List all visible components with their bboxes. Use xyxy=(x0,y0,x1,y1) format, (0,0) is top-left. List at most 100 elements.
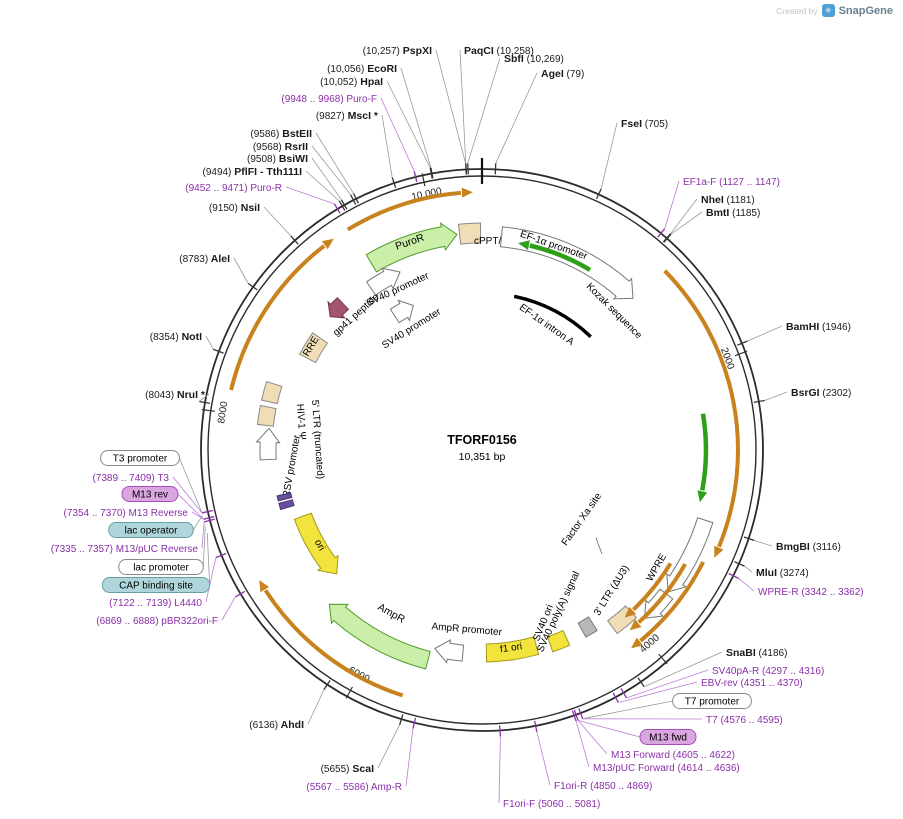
svg-text:(9452 .. 9471) Puro-R: (9452 .. 9471) Puro-R xyxy=(185,183,282,194)
svg-text:SV40pA-R (4297 .. 4316): SV40pA-R (4297 .. 4316) xyxy=(712,666,824,677)
site-m13-puc-reverse[interactable]: (7335 .. 7357) M13/pUC Reverse xyxy=(51,518,215,555)
site-amp-r[interactable]: (5567 .. 5586) Amp-R xyxy=(306,717,417,793)
site-ahdi[interactable]: (6136) AhdI xyxy=(249,680,331,731)
site-ef1a-f[interactable]: EF1a-F (1127 .. 1147) xyxy=(657,177,780,238)
site-l4440[interactable]: (7122 .. 7139) L4440 xyxy=(109,552,227,609)
feature-arc-cds-right-green[interactable] xyxy=(697,413,709,503)
feature-puror[interactable]: PuroR xyxy=(365,222,458,273)
feature-ori[interactable]: ori xyxy=(293,512,339,575)
site-wpre-r[interactable]: WPRE-R (3342 .. 3362) xyxy=(728,572,864,598)
site-bsrgi[interactable]: BsrGI (2302) xyxy=(753,387,851,404)
boxed-label-t7-promoter[interactable]: T7 promoter xyxy=(582,693,752,720)
site-fsei[interactable]: FseI (705) xyxy=(595,118,669,200)
svg-text:SbfI (10,269): SbfI (10,269) xyxy=(504,53,564,65)
feature-factor-xa-site[interactable]: Factor Xa site xyxy=(560,491,605,555)
feature-arc-cds-top-green[interactable] xyxy=(518,240,592,272)
boxed-label-lac-promoter[interactable]: lac promoter xyxy=(118,526,206,575)
feature-f1-ori[interactable]: f1 ori xyxy=(485,636,540,663)
site-ecori[interactable]: (10,056) EcoRI xyxy=(327,63,434,179)
feature-arc-orf-right[interactable] xyxy=(663,269,740,558)
feature-hiv-1[interactable]: HIV-1 Ψ xyxy=(261,380,308,441)
site-nrui[interactable]: (8043) NruI * xyxy=(145,389,211,404)
feature-arc-orf-lower-right-3[interactable] xyxy=(624,562,673,618)
svg-text:cPPT/CTS: cPPT/CTS xyxy=(474,236,522,247)
site-f1ori-f[interactable]: F1ori-F (5060 .. 5081) xyxy=(498,725,600,810)
svg-text:F1ori-R (4850 .. 4869): F1ori-R (4850 .. 4869) xyxy=(554,781,652,792)
svg-text:f1 ori: f1 ori xyxy=(499,641,523,655)
site-bsiwi[interactable]: (9508) BsiWI xyxy=(247,153,348,210)
svg-text:EF-1α intron A: EF-1α intron A xyxy=(517,302,576,348)
site-bmti[interactable]: BmtI (1185) xyxy=(663,207,760,243)
site-hpai[interactable]: (10,052) HpaI xyxy=(320,76,433,179)
site-bamhi[interactable]: BamHI (1946) xyxy=(737,321,851,346)
feature-ampr[interactable]: AmpR xyxy=(328,601,431,670)
svg-text:AmpR promoter: AmpR promoter xyxy=(431,621,503,638)
feature-arc-orf-top[interactable] xyxy=(346,187,473,232)
feature-cppt-cts[interactable]: cPPT/CTS xyxy=(457,222,522,247)
svg-text:(9948 .. 9968) Puro-F: (9948 .. 9968) Puro-F xyxy=(281,94,377,105)
site-snabi[interactable]: SnaBI (4186) xyxy=(637,647,787,688)
site-scai[interactable]: (5655) ScaI xyxy=(321,714,404,775)
svg-text:AmpR: AmpR xyxy=(376,601,408,626)
feature-arc-ef1a-intron-a-arc[interactable] xyxy=(513,294,592,338)
boxed-label-m13-rev[interactable]: M13 rev xyxy=(121,486,204,520)
feature-block[interactable] xyxy=(276,492,293,502)
site-msci[interactable]: (9827) MscI * xyxy=(316,110,397,189)
site-sv40pa-r[interactable]: SV40pA-R (4297 .. 4316) xyxy=(620,666,824,699)
feature-block[interactable] xyxy=(278,499,295,511)
feature-wpre[interactable]: WPRE xyxy=(645,517,714,593)
site-bmgbi[interactable]: BmgBI (3116) xyxy=(743,536,841,553)
site-puro-r[interactable]: (9452 .. 9471) Puro-R xyxy=(185,183,341,214)
svg-text:T7 (4576 .. 4595): T7 (4576 .. 4595) xyxy=(706,715,783,726)
svg-text:lac operator: lac operator xyxy=(125,526,178,537)
site-f1ori-r[interactable]: F1ori-R (4850 .. 4869) xyxy=(534,720,653,792)
site-m13-puc-forward[interactable]: M13/pUC Forward (4614 .. 4636) xyxy=(571,710,740,774)
svg-text:WPRE-R (3342 .. 3362): WPRE-R (3342 .. 3362) xyxy=(758,587,864,598)
site-sbfi[interactable]: SbfI (10,269) xyxy=(467,53,564,175)
feature-ef-1-intron-a[interactable]: EF-1α intron A xyxy=(517,302,576,348)
site-paqci[interactable]: PaqCI (10,258) xyxy=(459,45,534,175)
svg-text:MluI (3274): MluI (3274) xyxy=(756,567,809,579)
svg-text:ori: ori xyxy=(312,538,327,553)
svg-text:EF1a-F (1127 .. 1147): EF1a-F (1127 .. 1147) xyxy=(683,177,780,188)
site-puro-f[interactable]: (9948 .. 9968) Puro-F xyxy=(281,94,418,182)
svg-text:T7 promoter: T7 promoter xyxy=(685,697,740,708)
site-ebv-rev[interactable]: EBV-rev (4351 .. 4370) xyxy=(612,678,803,703)
feature-rre[interactable]: RRE xyxy=(298,332,329,364)
site-pbr322ori-f[interactable]: (6869 .. 6888) pBR322ori-F xyxy=(96,590,246,627)
site-m13-reverse[interactable]: (7354 .. 7370) M13 Reverse xyxy=(63,508,215,520)
site-pflfi-tth111i[interactable]: (9494) PflFI - Tth111I xyxy=(202,166,346,211)
site-agei[interactable]: AgeI (79) xyxy=(494,68,584,175)
site-rsrii[interactable]: (9568) RsrII xyxy=(253,141,357,205)
boxed-label-cap-binding-site[interactable]: CAP binding site xyxy=(101,532,211,593)
svg-text:BmtI (1185): BmtI (1185) xyxy=(706,207,760,219)
boxed-label-m13-fwd[interactable]: M13 fwd xyxy=(577,720,697,745)
site-t3[interactable]: (7389 .. 7409) T3 xyxy=(92,473,213,514)
svg-text:BmgBI (3116): BmgBI (3116) xyxy=(776,541,841,553)
feature-arc-orf-upper-left[interactable] xyxy=(229,238,334,391)
feature-arc-orf-lower-right-1[interactable] xyxy=(631,561,705,649)
feature-arc-orf-bottom-left[interactable] xyxy=(259,580,404,698)
watermark: Created by ✳ SnapGene xyxy=(776,4,893,17)
svg-text:(7389 .. 7409) T3: (7389 .. 7409) T3 xyxy=(92,473,169,484)
site-t7[interactable]: T7 (4576 .. 4595) xyxy=(578,708,783,726)
boxed-label-t3-promoter[interactable]: T3 promoter xyxy=(100,450,203,514)
feature-gp41-peptide[interactable]: gp41 peptide xyxy=(327,291,382,339)
feature-arc-orf-lower-right-2[interactable] xyxy=(629,563,687,631)
site-bsteii[interactable]: (9586) BstEII xyxy=(250,128,359,204)
feature-ef-1-promoter[interactable]: EF-1α promoter xyxy=(499,226,634,300)
svg-text:(9494) PflFI - Tth111I: (9494) PflFI - Tth111I xyxy=(202,166,302,178)
site-m13-forward[interactable]: M13 Forward (4605 .. 4622) xyxy=(573,709,735,761)
boxed-label-lac-operator[interactable]: lac operator xyxy=(108,515,203,538)
svg-text:8000: 8000 xyxy=(216,400,230,424)
site-nhei[interactable]: NheI (1181) xyxy=(662,194,755,243)
feature-sv40-promoter[interactable]: SV40 promoter xyxy=(380,299,444,351)
site-mlui[interactable]: MluI (3274) xyxy=(734,561,809,579)
svg-text:F1ori-F (5060 .. 5081): F1ori-F (5060 .. 5081) xyxy=(503,799,600,810)
site-noti[interactable]: (8354) NotI xyxy=(150,331,224,354)
svg-text:(10,056) EcoRI: (10,056) EcoRI xyxy=(327,63,397,75)
site-alei[interactable]: (8783) AleI xyxy=(179,253,258,291)
feature-rsv-promoter[interactable]: RSV promoter xyxy=(255,427,303,499)
site-nsii[interactable]: (9150) NsiI xyxy=(209,202,299,245)
